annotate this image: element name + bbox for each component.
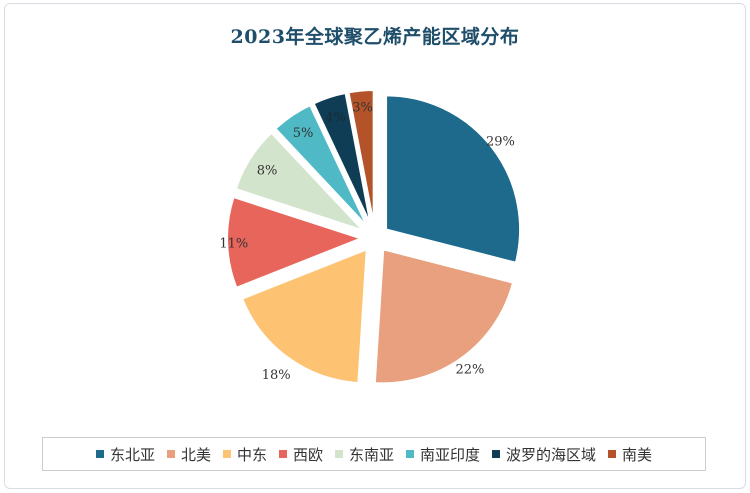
legend-label-5: 东南亚 (349, 445, 395, 464)
pie-slice-6 (273, 103, 369, 228)
legend-swatch-8 (608, 450, 617, 458)
legend-label-8: 南美 (622, 445, 653, 464)
legend-swatch-2 (166, 450, 175, 458)
chart-title: 2023年全球聚乙烯产能区域分布 (230, 26, 520, 48)
data-label-7: 4% (325, 110, 346, 125)
chart-frame (4, 3, 746, 489)
legend-item-3: 中东 (222, 444, 267, 465)
pie-slice-3 (240, 247, 368, 385)
data-label-3: 18% (262, 368, 291, 383)
legend: 东北亚 北美 中东 西欧 东南亚 南亚印度 波罗的海区域 南美 (42, 437, 706, 471)
legend-swatch-3 (222, 450, 231, 458)
data-label-6: 5% (293, 126, 314, 141)
legend-label-3: 中东 (236, 445, 267, 464)
legend-swatch-1 (95, 450, 104, 458)
legend-item-2: 北美 (166, 444, 211, 465)
legend-item-8: 南美 (608, 444, 652, 465)
pie-slice-8 (347, 89, 375, 225)
legend-item-7: 波罗的海区域 (492, 444, 596, 465)
legend-swatch-7 (492, 450, 501, 458)
legend-item-1: 东北亚 (95, 444, 155, 465)
data-label-2: 22% (455, 363, 484, 378)
data-label-5: 8% (257, 164, 278, 179)
legend-label-4: 西欧 (292, 445, 323, 464)
legend-swatch-6 (406, 450, 415, 458)
legend-item-5: 东南亚 (335, 444, 394, 465)
legend-swatch-5 (335, 450, 343, 458)
data-label-4: 11% (219, 236, 248, 251)
pie-slice-4 (226, 195, 364, 290)
legend-label-7: 波罗的海区域 (506, 445, 597, 464)
data-label-8: 3% (352, 101, 373, 116)
legend-swatch-4 (278, 450, 287, 458)
pie-slice-2 (373, 248, 515, 385)
pie-slice-5 (234, 131, 364, 232)
legend-item-4: 西欧 (278, 444, 323, 465)
legend-label-6: 南亚印度 (420, 445, 481, 464)
pie-slice-7 (312, 91, 372, 226)
legend-label-2: 北美 (180, 445, 211, 464)
legend-label-1: 东北亚 (109, 445, 155, 464)
data-label-1: 29% (486, 135, 515, 150)
pie-slice-1 (385, 94, 522, 264)
legend-item-6: 南亚印度 (406, 444, 480, 465)
